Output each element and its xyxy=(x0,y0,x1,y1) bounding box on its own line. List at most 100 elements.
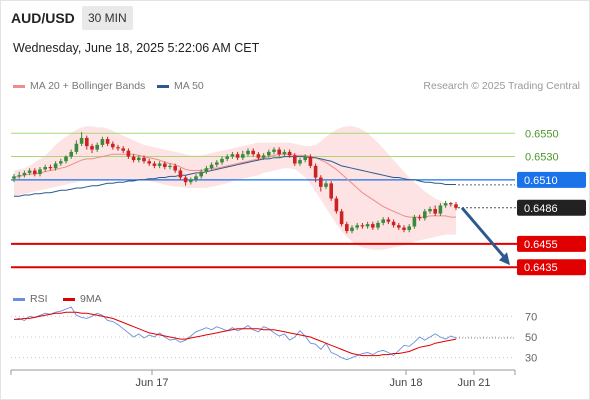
candle-body xyxy=(230,154,235,157)
candle-body xyxy=(100,139,105,145)
candle-body xyxy=(391,221,396,226)
candle-body xyxy=(152,163,157,166)
interval-button[interactable]: 30 MIN xyxy=(82,6,133,30)
legend-9ma-label: 9MA xyxy=(80,293,102,305)
resistance-label: 0.6550 xyxy=(525,128,559,140)
legend-ma50: MA 50 xyxy=(157,80,204,92)
candle-body xyxy=(438,205,443,214)
x-tick-label: Jun 18 xyxy=(389,377,422,389)
x-tick-label: Jun 21 xyxy=(457,377,490,389)
candle-body xyxy=(209,164,214,169)
last-price-label: 0.6486 xyxy=(524,203,558,215)
candle-body xyxy=(38,169,42,175)
candle-body xyxy=(443,203,448,206)
candle-body xyxy=(137,157,141,161)
candle-body xyxy=(303,156,307,161)
candle-body xyxy=(241,154,245,158)
last-price-box xyxy=(517,199,586,216)
candle-body xyxy=(12,176,16,179)
forecast-arrow-shaft xyxy=(460,206,508,261)
candle-body xyxy=(27,170,32,173)
candle-body xyxy=(397,225,401,228)
candle-body xyxy=(142,157,146,162)
candle-body xyxy=(334,198,339,212)
candle-body xyxy=(183,177,188,183)
candle-body xyxy=(163,163,167,168)
candle-body xyxy=(105,139,110,144)
candle-body xyxy=(215,162,219,165)
candle-body xyxy=(345,224,349,232)
candle-body xyxy=(121,148,125,151)
ma20-swatch xyxy=(13,84,25,88)
candle-body xyxy=(407,226,411,230)
ma50-line xyxy=(14,156,456,197)
candle-body xyxy=(147,161,151,164)
candle-body xyxy=(308,156,313,166)
candle-body xyxy=(298,160,302,164)
candle-body xyxy=(131,156,136,161)
rsi-tick-label: 50 xyxy=(525,332,537,344)
candle-body xyxy=(423,211,427,219)
candle-body xyxy=(53,163,58,169)
candle-body xyxy=(376,222,380,228)
candle-body xyxy=(64,156,68,162)
support-label: 0.6435 xyxy=(524,262,558,274)
candle-body xyxy=(282,151,287,155)
ma9-swatch xyxy=(63,297,75,301)
rsi-tick-label: 30 xyxy=(525,353,537,365)
candle-body xyxy=(85,137,89,147)
candle-body xyxy=(199,171,203,177)
candle-body xyxy=(381,219,385,223)
candle-body xyxy=(287,151,292,156)
candle-body xyxy=(194,176,198,180)
candle-body xyxy=(261,155,266,158)
candle-body xyxy=(355,225,359,228)
candle-body xyxy=(17,175,21,177)
rsi-line xyxy=(13,306,457,361)
legend-rsi: RSI xyxy=(13,293,48,305)
x-tick-label: Jun 17 xyxy=(135,377,168,389)
forecast-arrowhead xyxy=(499,252,510,266)
candle-body xyxy=(277,149,281,155)
candle-body xyxy=(402,227,406,230)
legend-ma20-label: MA 20 + Bollinger Bands xyxy=(30,80,146,92)
candle-body xyxy=(386,219,391,222)
ma20-line xyxy=(13,153,456,218)
candle-body xyxy=(168,165,172,168)
candle-body xyxy=(417,217,422,219)
candle-body xyxy=(246,150,250,155)
candle-body xyxy=(59,161,63,164)
candle-body xyxy=(449,203,453,205)
candles-group xyxy=(12,132,458,234)
candle-body xyxy=(79,137,84,144)
candle-body xyxy=(33,170,37,175)
support-label: 0.6455 xyxy=(524,239,558,251)
candle-body xyxy=(339,211,344,225)
legend-ma20: MA 20 + Bollinger Bands xyxy=(13,80,145,92)
candle-body xyxy=(43,167,47,170)
candle-body xyxy=(313,165,318,178)
candle-body xyxy=(157,163,162,166)
candle-body xyxy=(324,183,328,187)
candle-body xyxy=(111,143,115,148)
candle-body xyxy=(178,170,183,178)
candle-body xyxy=(454,204,458,208)
candle-body xyxy=(95,144,99,150)
support-label-box xyxy=(517,259,586,276)
candle-body xyxy=(329,183,333,199)
candle-body xyxy=(189,179,193,183)
rsi-swatch xyxy=(13,297,25,301)
candle-body xyxy=(74,143,79,152)
resistance-label: 0.6530 xyxy=(525,152,559,164)
rsi-ma9-line xyxy=(14,311,457,357)
credit-text: Research © 2025 Trading Central xyxy=(423,80,580,92)
candle-body xyxy=(173,165,177,171)
pivot-label: 0.6510 xyxy=(524,175,558,187)
legend-9ma: 9MA xyxy=(63,293,102,305)
candle-body xyxy=(220,158,224,163)
candle-body xyxy=(371,224,375,228)
chart-header: AUD/USD 30 MIN xyxy=(0,0,590,36)
legend-ma50-label: MA 50 xyxy=(174,80,204,92)
candle-body xyxy=(22,172,27,176)
candle-body xyxy=(126,150,131,157)
